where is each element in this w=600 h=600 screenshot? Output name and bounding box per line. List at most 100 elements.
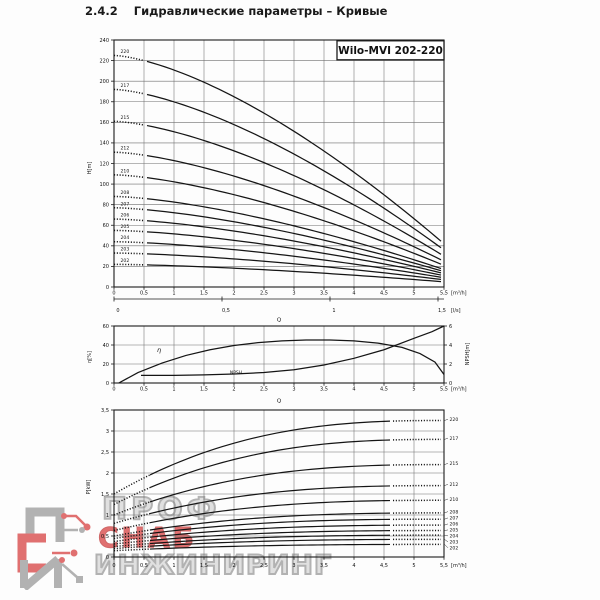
power-curve-202	[149, 543, 391, 550]
label-leader-line	[444, 517, 449, 520]
pump-curve-label: 206	[121, 213, 130, 219]
power-curve-dotted-start	[113, 545, 151, 550]
power-curve-220	[149, 420, 391, 476]
label-leader-line	[444, 418, 449, 421]
pump-curve-207	[146, 209, 442, 272]
x-tick-label: 4,5	[380, 291, 388, 297]
x-axis-unit: [m³/h]	[451, 563, 467, 569]
label-leader-line	[444, 463, 449, 465]
x-tick-label: 5	[412, 563, 415, 569]
x-tick-label: 5,5	[440, 563, 448, 569]
logo-trace-red-top	[64, 514, 87, 527]
label-leader-line	[444, 437, 449, 440]
npsh-curve-label: NPSH	[230, 370, 242, 376]
power-axis-title: P[kW]	[86, 480, 92, 495]
label-leader-line	[444, 534, 449, 537]
power-tick-label: 3,5	[101, 408, 109, 414]
eta-axis-title: η[%]	[87, 351, 93, 363]
power-curve-dotted-start	[113, 536, 151, 543]
power-curve-203	[149, 538, 391, 547]
power-curve-dotted-start	[113, 521, 151, 532]
power-curve-dotted-start	[113, 548, 151, 552]
pump-curve-label: 217	[121, 83, 130, 89]
y-tick-label: 140	[99, 141, 109, 147]
pump-curve-206	[146, 220, 442, 274]
x-tick-label: 1,5	[200, 387, 208, 393]
power-curve-215	[149, 464, 391, 503]
logo-dot	[79, 527, 85, 533]
y-tick-label: 240	[99, 38, 109, 44]
label-leader-line	[444, 511, 449, 514]
y-tick-label: 180	[99, 100, 109, 106]
x-tick-label: 0,5	[140, 563, 148, 569]
power-curve-217	[149, 439, 391, 489]
power-curve-label: 203	[450, 540, 459, 546]
power-curve-label: 202	[450, 546, 459, 552]
pump-curve-dotted-start	[113, 240, 145, 244]
watermark-line-engineering: ИНЖИНИРИНГ	[93, 550, 333, 582]
pump-curve-203	[146, 253, 442, 281]
power-tick-label: 2	[106, 471, 109, 477]
x-tick-label: 2,5	[260, 387, 268, 393]
y-tick-label: 80	[103, 202, 109, 208]
x-tick-label: 5	[412, 291, 415, 297]
power-curve-dotted-start	[113, 539, 151, 545]
power-curve-dotted-end	[392, 438, 442, 441]
pump-curve-label: 205	[121, 224, 130, 230]
y-tick-label: 120	[99, 161, 109, 167]
x-tick-label: 2,5	[260, 291, 268, 297]
ls-tick-label: 0	[116, 308, 119, 314]
x-tick-label: 0,5	[140, 291, 148, 297]
npsh-axis-title: NPSH[m]	[465, 343, 471, 366]
ls-tick-label: 1	[332, 308, 335, 314]
x-tick-label: 1	[172, 387, 175, 393]
x-tick-label: 3,5	[320, 387, 328, 393]
pump-curve-205	[146, 231, 442, 276]
x-tick-label: 0	[112, 387, 115, 393]
power-tick-label: 0	[106, 555, 109, 561]
y-axis-title: H[m]	[87, 162, 93, 175]
power-tick-label: 1,5	[101, 492, 109, 498]
q-axis-label: Q	[277, 399, 282, 405]
x-tick-label: 4	[352, 387, 355, 393]
pump-curve-label: 208	[121, 190, 130, 196]
x-tick-label: 4	[352, 563, 355, 569]
power-curve-206	[149, 524, 391, 538]
power-curve-205	[149, 530, 391, 542]
x-tick-label: 2	[232, 563, 235, 569]
eta-tick-label: 20	[103, 362, 109, 368]
pump-curve-label: 212	[121, 146, 130, 152]
power-curve-label: 206	[450, 522, 459, 528]
pump-curve-dotted-start	[113, 88, 145, 95]
x-axis-unit: [m³/h]	[451, 387, 467, 393]
power-curve-label: 208	[450, 509, 459, 515]
chart-title: Wilo-MVI 202-220	[338, 45, 443, 57]
label-leader-line	[444, 523, 449, 526]
y-tick-label: 220	[99, 58, 109, 64]
x-tick-label: 4	[352, 291, 355, 297]
pump-curve-dotted-start	[113, 151, 145, 156]
pump-curve-208	[146, 198, 442, 270]
logo-dot	[59, 557, 65, 563]
pump-curve-220	[146, 60, 442, 242]
power-curve-label: 204	[450, 534, 459, 540]
pump-curve-label: 215	[121, 115, 130, 121]
power-curve-label: 212	[450, 482, 459, 488]
efficiency-curve	[118, 339, 445, 384]
pump-curve-202	[146, 264, 442, 283]
eta-tick-label: 60	[103, 324, 109, 330]
pump-curve-label: 210	[121, 168, 130, 174]
eta-tick-label: 40	[103, 343, 109, 349]
plot-border	[113, 409, 445, 558]
x-tick-label: 0,5	[140, 387, 148, 393]
label-leader-line	[444, 544, 449, 549]
q-axis-label: Q	[277, 318, 282, 324]
x-tick-label: 5	[412, 387, 415, 393]
power-curve-label: 207	[450, 516, 459, 522]
plot-border	[113, 325, 445, 384]
pump-curve-label: 204	[121, 235, 130, 241]
x-tick-label: 2	[232, 291, 235, 297]
ls-tick-label: 0,5	[222, 308, 230, 314]
logo-letter-i	[20, 555, 62, 590]
